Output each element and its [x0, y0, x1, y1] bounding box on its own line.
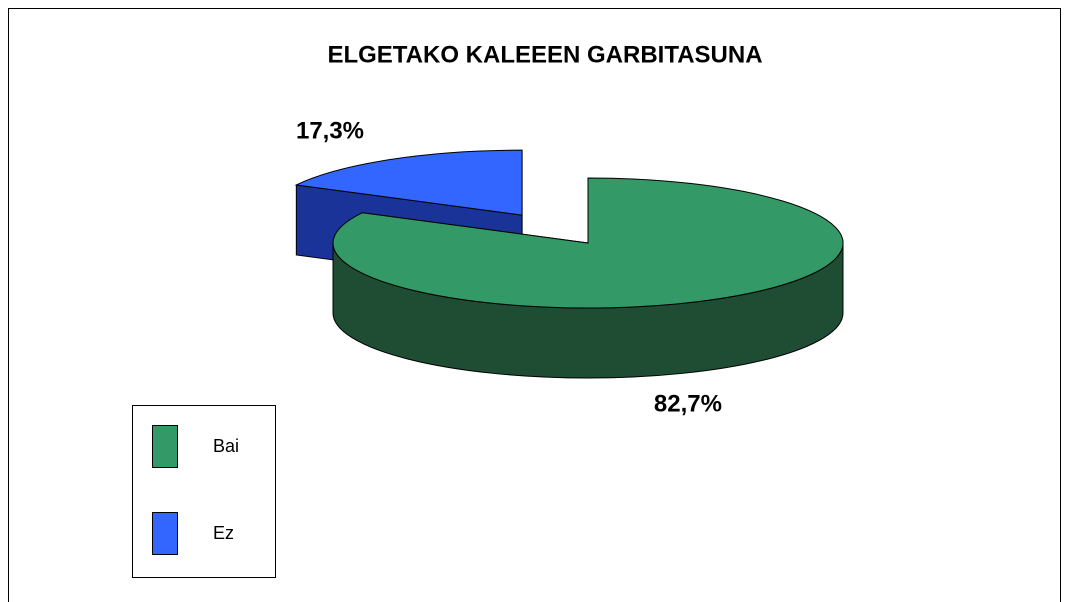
data-label: 17,3%	[296, 118, 364, 145]
slice	[332, 177, 844, 309]
data-label: 82,7%	[654, 390, 722, 417]
legend-swatch	[152, 512, 178, 555]
legend-label: Ez	[213, 523, 234, 543]
slice	[294, 149, 523, 216]
chart-title: ELGETAKO KALEEEN GARBITASUNA	[327, 41, 762, 68]
legend-swatch	[152, 425, 178, 468]
legend-label: Bai	[213, 436, 239, 456]
chart-frame	[8, 8, 1061, 602]
